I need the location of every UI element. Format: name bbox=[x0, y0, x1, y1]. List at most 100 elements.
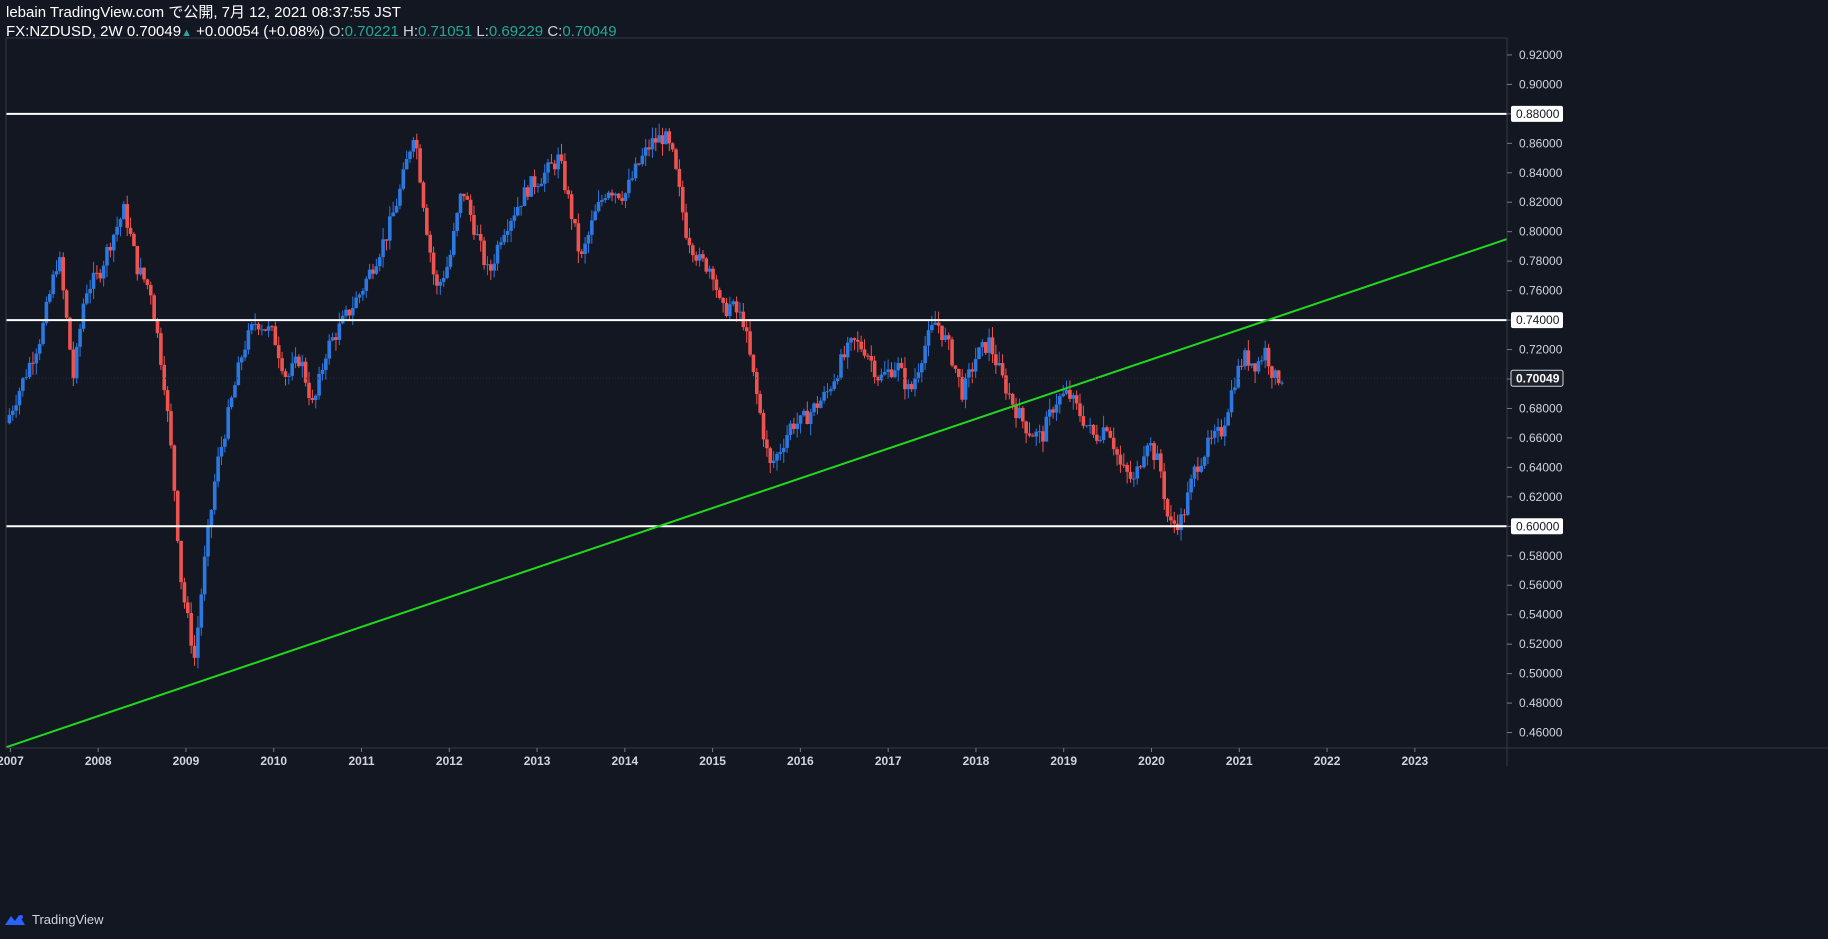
candle-body bbox=[1233, 387, 1237, 391]
candle-body bbox=[438, 281, 443, 286]
time-tick-label: 2015 bbox=[699, 754, 726, 768]
candle-body bbox=[186, 602, 190, 614]
candle-body bbox=[893, 370, 897, 378]
candle-body bbox=[1017, 407, 1022, 419]
candle-body bbox=[758, 394, 762, 414]
price-tick-label: 0.54000 bbox=[1519, 608, 1563, 622]
candle-body bbox=[802, 410, 806, 416]
candle-body bbox=[704, 258, 709, 272]
tradingview-brand[interactable]: TradingView bbox=[4, 909, 104, 929]
candle-body bbox=[876, 377, 880, 381]
candle-body bbox=[7, 414, 12, 424]
candle-body bbox=[660, 135, 665, 145]
candle-body bbox=[435, 274, 439, 286]
candle-body bbox=[128, 227, 133, 234]
up-arrow-icon: ▲ bbox=[181, 27, 192, 39]
price-tick-label: 0.78000 bbox=[1519, 254, 1563, 268]
candle-body bbox=[74, 346, 79, 379]
candle-body bbox=[1249, 363, 1254, 366]
candle-body bbox=[465, 196, 470, 200]
price-tick-label: 0.50000 bbox=[1519, 667, 1563, 681]
candle-body bbox=[408, 151, 412, 160]
candle-body bbox=[115, 226, 119, 235]
candle-body bbox=[953, 365, 958, 369]
candle-body bbox=[364, 278, 369, 291]
candle-body bbox=[1260, 360, 1264, 362]
price-tick-label: 0.76000 bbox=[1519, 284, 1563, 298]
candle-body bbox=[1276, 370, 1281, 384]
candle-body bbox=[350, 307, 355, 316]
candle-body bbox=[687, 237, 692, 246]
candle-body bbox=[1229, 390, 1234, 413]
candle-body bbox=[1000, 363, 1005, 376]
candle-body bbox=[482, 240, 486, 265]
candle-body bbox=[206, 526, 210, 557]
candle-body bbox=[468, 199, 473, 216]
candle-body bbox=[913, 378, 917, 390]
candle-body bbox=[458, 193, 463, 214]
candle-body bbox=[946, 335, 951, 340]
candle-body bbox=[997, 363, 1002, 366]
candle-body bbox=[236, 362, 241, 386]
candle-body bbox=[334, 337, 338, 340]
level-price-badge bbox=[1511, 312, 1563, 329]
price-tick-label: 0.58000 bbox=[1519, 549, 1563, 563]
price-tick-label: 0.84000 bbox=[1519, 166, 1563, 180]
candle-body bbox=[556, 154, 560, 170]
candle-body bbox=[152, 295, 156, 320]
candle-body bbox=[542, 172, 547, 184]
candle-body bbox=[633, 163, 638, 179]
price-change: +0.00054 (+0.08%) bbox=[196, 23, 325, 40]
candle-body bbox=[1007, 393, 1012, 395]
candle-body bbox=[448, 254, 453, 267]
candle-body bbox=[990, 337, 995, 355]
time-tick-label: 2010 bbox=[260, 754, 287, 768]
candle-body bbox=[287, 375, 291, 377]
candle-body bbox=[24, 377, 29, 379]
candle-body bbox=[940, 325, 944, 340]
candle-body bbox=[148, 285, 153, 296]
level-price-label: 0.74000 bbox=[1516, 313, 1560, 327]
candle-body bbox=[923, 345, 927, 364]
candle-body bbox=[263, 329, 268, 331]
time-tick-label: 2007 bbox=[0, 754, 24, 768]
candle-body bbox=[411, 139, 416, 152]
candle-body bbox=[970, 369, 975, 372]
candle-body bbox=[616, 193, 621, 199]
level-price-badge bbox=[1511, 518, 1563, 535]
candle-body bbox=[1031, 435, 1035, 437]
candle-body bbox=[987, 337, 991, 353]
candle-body bbox=[1192, 466, 1197, 479]
candle-body bbox=[1121, 464, 1126, 466]
candle-body bbox=[462, 193, 466, 197]
candle-body bbox=[839, 354, 843, 378]
candle-body bbox=[1169, 516, 1173, 521]
candle-body bbox=[1074, 395, 1079, 404]
candle-body bbox=[27, 362, 32, 378]
candle-body bbox=[532, 176, 537, 188]
candle-body bbox=[653, 138, 658, 143]
candle-body bbox=[384, 239, 389, 241]
candle-body bbox=[233, 385, 237, 398]
candle-body bbox=[1098, 439, 1103, 441]
candle-body bbox=[832, 381, 837, 390]
candle-body bbox=[734, 301, 739, 313]
candle-body bbox=[866, 355, 870, 357]
candle-body bbox=[421, 182, 426, 208]
candle-body bbox=[44, 301, 49, 323]
candle-body bbox=[182, 582, 187, 603]
candle-body bbox=[162, 364, 167, 391]
candle-body bbox=[381, 239, 385, 258]
candle-body bbox=[1051, 409, 1055, 413]
candle-body bbox=[502, 235, 507, 243]
candle-body bbox=[765, 439, 769, 449]
candle-body bbox=[394, 205, 399, 213]
price-tick-label: 0.46000 bbox=[1519, 726, 1563, 740]
trendline[interactable] bbox=[5, 238, 1508, 749]
time-tick-label: 2013 bbox=[524, 754, 551, 768]
candle-body bbox=[401, 169, 406, 189]
candle-body bbox=[856, 339, 860, 342]
candle-body bbox=[657, 135, 661, 143]
time-tick-label: 2009 bbox=[173, 754, 200, 768]
